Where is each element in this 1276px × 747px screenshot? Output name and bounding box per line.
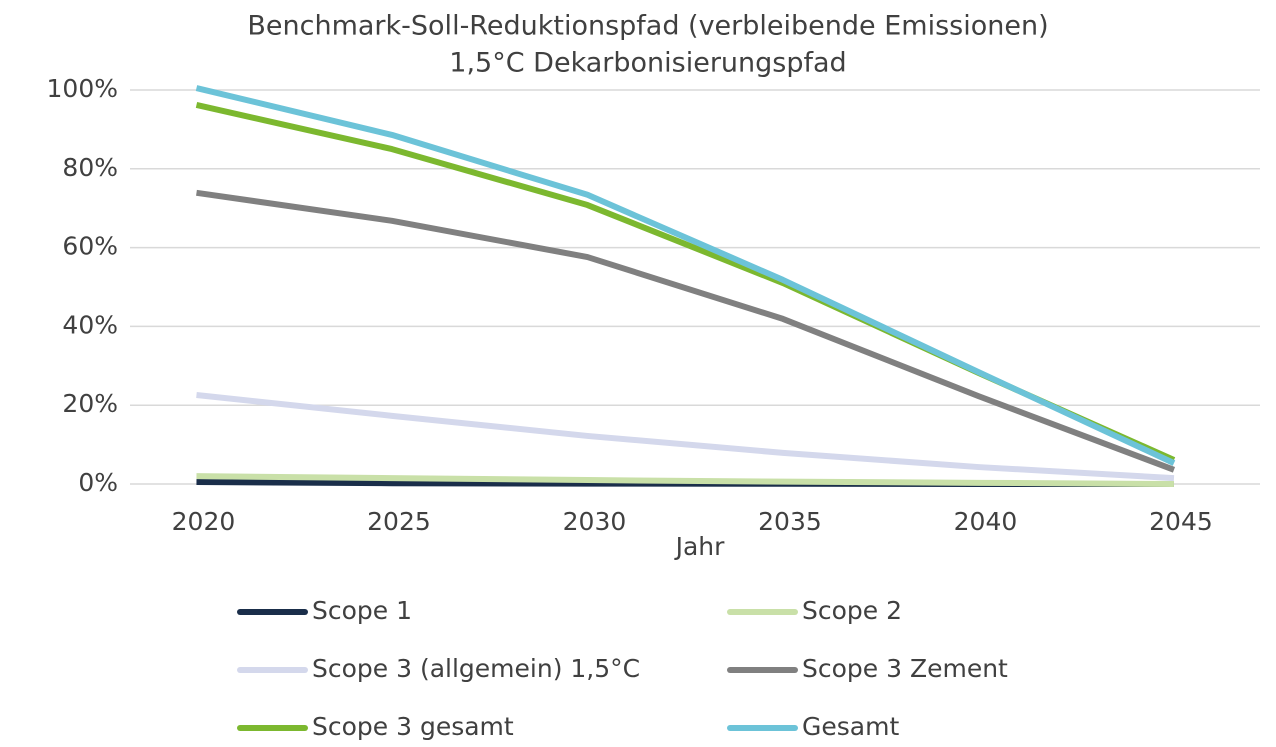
series-line [195, 102, 1176, 463]
x-tick-label: 2025 [367, 507, 431, 536]
x-tick-label: 2035 [758, 507, 822, 536]
series-line [195, 85, 1176, 466]
legend-label: Scope 3 (allgemein) 1,5°C [312, 654, 640, 683]
legend-label: Scope 2 [802, 596, 902, 625]
y-tick-label: 0% [78, 468, 118, 497]
x-tick-label: 2030 [563, 507, 627, 536]
legend-label: Scope 1 [312, 596, 412, 625]
chart-subtitle: 1,5°C Dekarbonisierungspfad [449, 48, 846, 79]
x-axis-label: Jahr [674, 532, 726, 561]
y-tick-label: 40% [62, 310, 118, 339]
x-tick-label: 2040 [954, 507, 1018, 536]
legend-label: Scope 3 gesamt [312, 712, 514, 741]
series-line [196, 473, 1174, 487]
series-line [196, 391, 1175, 482]
y-tick-label: 60% [62, 232, 118, 261]
x-tick-label: 2045 [1149, 507, 1213, 536]
series-line [196, 189, 1176, 473]
chart-title: Benchmark-Soll-Reduktionspfad (verbleibe… [247, 11, 1048, 42]
x-tick-label: 2020 [172, 507, 236, 536]
legend-label: Scope 3 Zement [802, 654, 1008, 683]
y-tick-label: 80% [62, 153, 118, 182]
legend-label: Gesamt [802, 712, 899, 741]
y-tick-label: 20% [62, 389, 118, 418]
y-tick-label: 100% [47, 74, 118, 103]
